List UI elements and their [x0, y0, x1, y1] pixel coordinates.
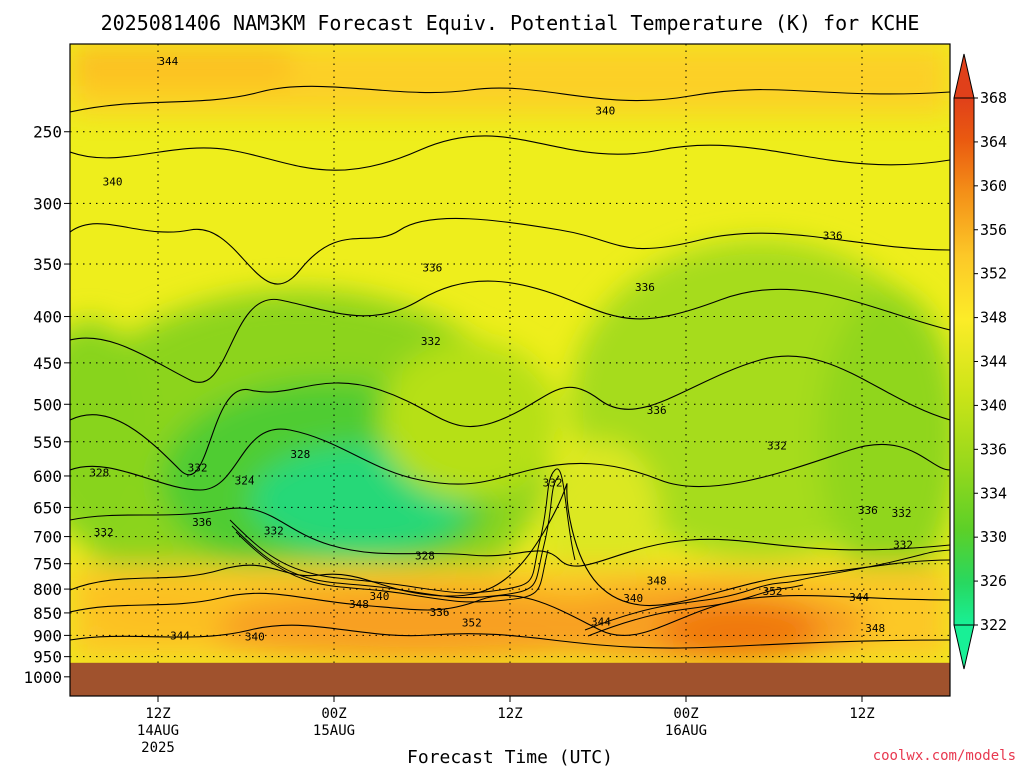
credit-text: coolwx.com/models — [873, 748, 1016, 764]
x-tick-label: 12Z — [145, 706, 170, 722]
y-tick-label: 1000 — [23, 668, 62, 687]
y-tick-label: 650 — [33, 498, 62, 517]
below-ground-fill — [70, 662, 950, 696]
x-tick-label: 12Z — [849, 706, 874, 722]
contour-lines — [70, 85, 950, 649]
y-tick-label: 300 — [33, 194, 62, 213]
contour-label: 332 — [188, 461, 208, 474]
contour-label: 344 — [158, 55, 178, 68]
contour-label: 336 — [192, 516, 212, 529]
contour-label: 340 — [370, 590, 390, 603]
contour-label: 352 — [462, 616, 482, 629]
contour-label: 340 — [595, 104, 615, 117]
contour-label: 348 — [647, 575, 667, 588]
x-tick-label: 00Z — [321, 706, 346, 722]
contour-label: 328 — [415, 549, 435, 562]
x-tick-label: 16AUG — [665, 723, 707, 739]
colorbar: 368 364 360 356 352 348 344 340 336 334 330 326 322 — [953, 53, 1007, 670]
plot-area: 344 340 340 336 336 336 332 336 332 328 328 332 324 3… — [70, 44, 950, 696]
contour-label: 332 — [421, 335, 441, 348]
contour-label: 348 — [865, 622, 885, 635]
contour-label: 332 — [94, 526, 114, 539]
y-tick-label: 350 — [33, 255, 62, 274]
y-tick-label: 450 — [33, 354, 62, 373]
colorbar-label: 348 — [980, 309, 1007, 327]
y-tick-label: 250 — [33, 123, 62, 142]
y-tick-label: 600 — [33, 467, 62, 486]
contour-label: 332 — [543, 476, 563, 489]
colorbar-label: 334 — [980, 484, 1007, 502]
contour-label: 348 — [349, 598, 369, 611]
chart-title: 2025081406 NAM3KM Forecast Equiv. Potent… — [101, 11, 920, 35]
colorbar-label: 356 — [980, 221, 1007, 239]
theta-e-field — [70, 44, 950, 665]
contour-label: 336 — [647, 404, 667, 417]
contour-label: 344 — [170, 630, 190, 643]
y-tick-label: 550 — [33, 433, 62, 452]
colorbar-label: 364 — [980, 133, 1007, 151]
contour-label: 336 — [823, 229, 843, 242]
contour-label: 332 — [892, 507, 912, 520]
contour-label-layer: 344 340 340 336 336 336 332 336 332 328 328 332 324 3… — [89, 55, 913, 674]
contour-label: 332 — [893, 539, 913, 552]
contour-label: 340 — [245, 630, 265, 643]
x-tick-label: 00Z — [673, 706, 698, 722]
contour-label: 332 — [767, 439, 787, 452]
contour-label: 336 — [430, 606, 450, 619]
x-tick-label: 2025 — [141, 740, 175, 756]
colorbar-label: 322 — [980, 616, 1007, 634]
x-tick-label: 15AUG — [313, 723, 355, 739]
x-tick-label: 12Z — [497, 706, 522, 722]
colorbar-label: 344 — [980, 353, 1007, 371]
colorbar-top-arrow — [953, 53, 975, 99]
contour-label: 328 — [89, 467, 109, 480]
y-tick-label: 750 — [33, 555, 62, 574]
colorbar-label: 330 — [980, 528, 1007, 546]
y-tick-label: 850 — [33, 604, 62, 623]
y-tick-label: 700 — [33, 528, 62, 547]
contour-label: 340 — [103, 175, 123, 188]
contour-label: 340 — [623, 592, 643, 605]
x-tick-label: 14AUG — [137, 723, 179, 739]
contour-label: 336 — [635, 281, 655, 294]
contour-label: 328 — [290, 448, 310, 461]
contour-label: 332 — [264, 525, 284, 538]
y-tick-label: 800 — [33, 580, 62, 599]
colorbar-bottom-arrow — [953, 624, 975, 670]
contour-label: 336 — [858, 504, 878, 517]
colorbar-body — [953, 97, 975, 626]
colorbar-label: 336 — [980, 440, 1007, 458]
y-tick-label: 500 — [33, 395, 62, 414]
frontal-band — [229, 468, 950, 637]
colorbar-label: 360 — [980, 177, 1007, 195]
contour-label: 352 — [763, 585, 783, 598]
contour-label: 324 — [235, 474, 255, 487]
y-tick-label: 400 — [33, 308, 62, 327]
x-axis-label: Forecast Time (UTC) — [407, 747, 613, 768]
colorbar-label: 340 — [980, 396, 1007, 414]
contour-label: 344 — [849, 591, 869, 604]
colorbar-label: 326 — [980, 572, 1007, 590]
contour-label: 344 — [591, 615, 611, 628]
colorbar-label: 352 — [980, 265, 1007, 283]
y-tick-label: 900 — [33, 626, 62, 645]
colorbar-label: 368 — [980, 89, 1007, 107]
grid-lines — [70, 44, 950, 696]
y-axis: 250 300 350 400 450 500 550 600 650 700 750 800 850 9… — [23, 123, 70, 687]
y-tick-label: 950 — [33, 648, 62, 667]
contour-label: 336 — [422, 262, 442, 275]
